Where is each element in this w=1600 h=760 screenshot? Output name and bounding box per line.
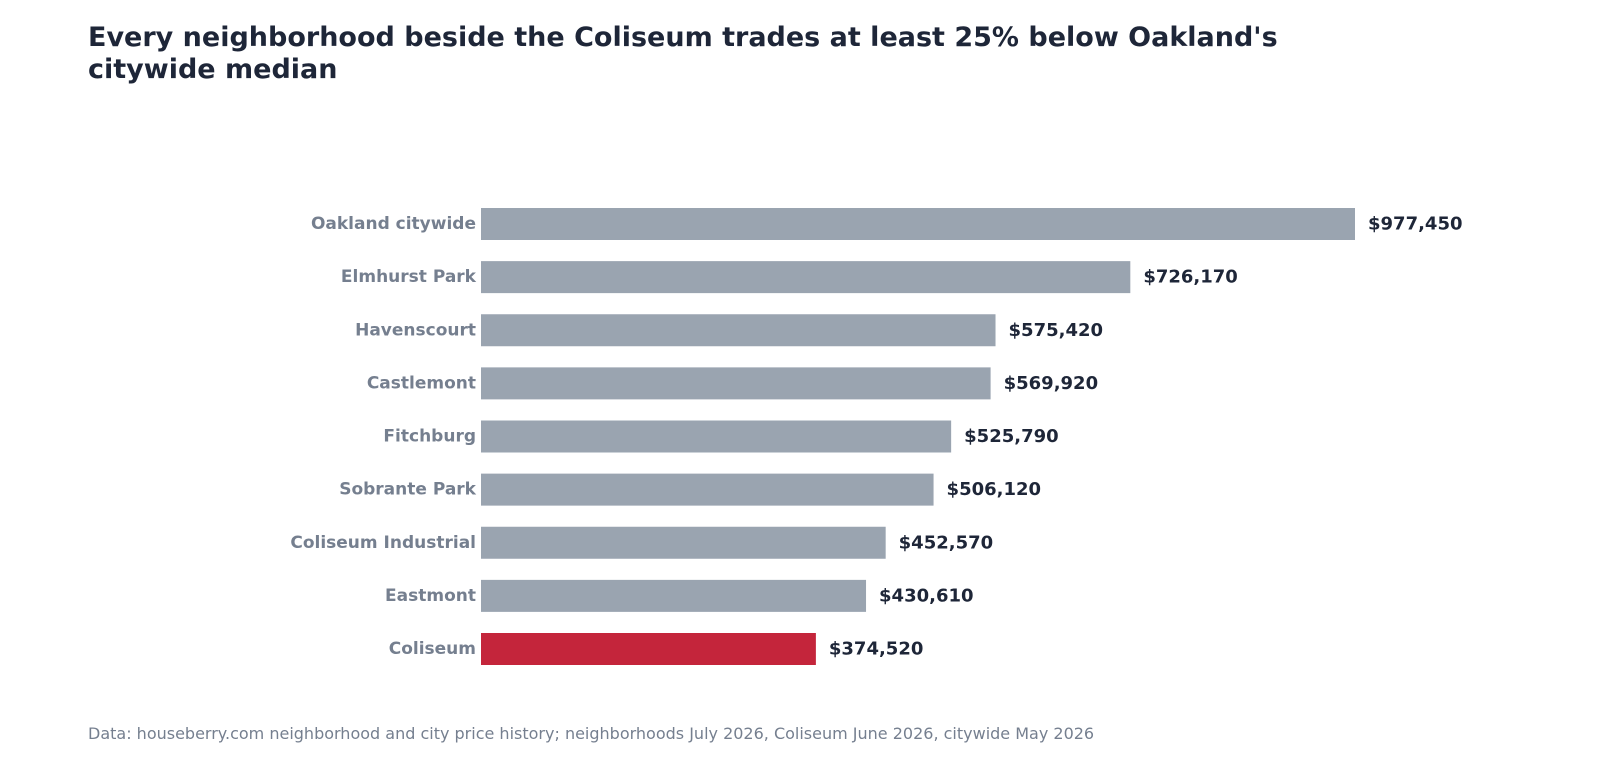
category-label-sobrante-park: Sobrante Park xyxy=(339,480,476,500)
bars-group: Oakland citywide $977,450 Elmhurst Park $72… xyxy=(290,208,1463,665)
category-label-eastmont: Eastmont xyxy=(385,586,476,606)
value-label-coliseum: $374,520 xyxy=(829,639,924,660)
value-label-eastmont: $430,610 xyxy=(879,585,974,606)
bar-coliseum xyxy=(481,633,816,665)
value-label-elmhurst-park: $726,170 xyxy=(1143,267,1238,288)
value-label-castlemont: $569,920 xyxy=(1004,373,1099,394)
category-label-havenscourt: Havenscourt xyxy=(355,320,476,340)
value-label-fitchburg: $525,790 xyxy=(964,426,1059,447)
bar-castlemont xyxy=(481,367,991,400)
bar-havenscourt xyxy=(481,314,996,347)
category-label-oakland-citywide: Oakland citywide xyxy=(311,214,476,234)
category-label-elmhurst-park: Elmhurst Park xyxy=(341,267,477,287)
category-label-coliseum-industrial: Coliseum Industrial xyxy=(290,533,476,553)
bar-fitchburg xyxy=(481,420,952,453)
category-label-fitchburg: Fitchburg xyxy=(383,427,476,447)
bar-elmhurst-park xyxy=(481,261,1131,294)
category-label-castlemont: Castlemont xyxy=(367,373,476,393)
bar-coliseum-industrial xyxy=(481,526,886,559)
value-label-coliseum-industrial: $452,570 xyxy=(899,532,994,553)
category-label-coliseum: Coliseum xyxy=(389,639,476,659)
chart-title: Every neighborhood beside the Coliseum t… xyxy=(88,22,1278,85)
bar-eastmont xyxy=(481,579,867,612)
source-note: Data: houseberry.com neighborhood and ci… xyxy=(88,724,1095,743)
value-label-oakland-citywide: $977,450 xyxy=(1368,214,1463,235)
value-label-sobrante-park: $506,120 xyxy=(947,479,1042,500)
value-label-havenscourt: $575,420 xyxy=(1009,320,1104,341)
bar-sobrante-park xyxy=(481,473,934,506)
bar-oakland-citywide xyxy=(481,208,1355,240)
